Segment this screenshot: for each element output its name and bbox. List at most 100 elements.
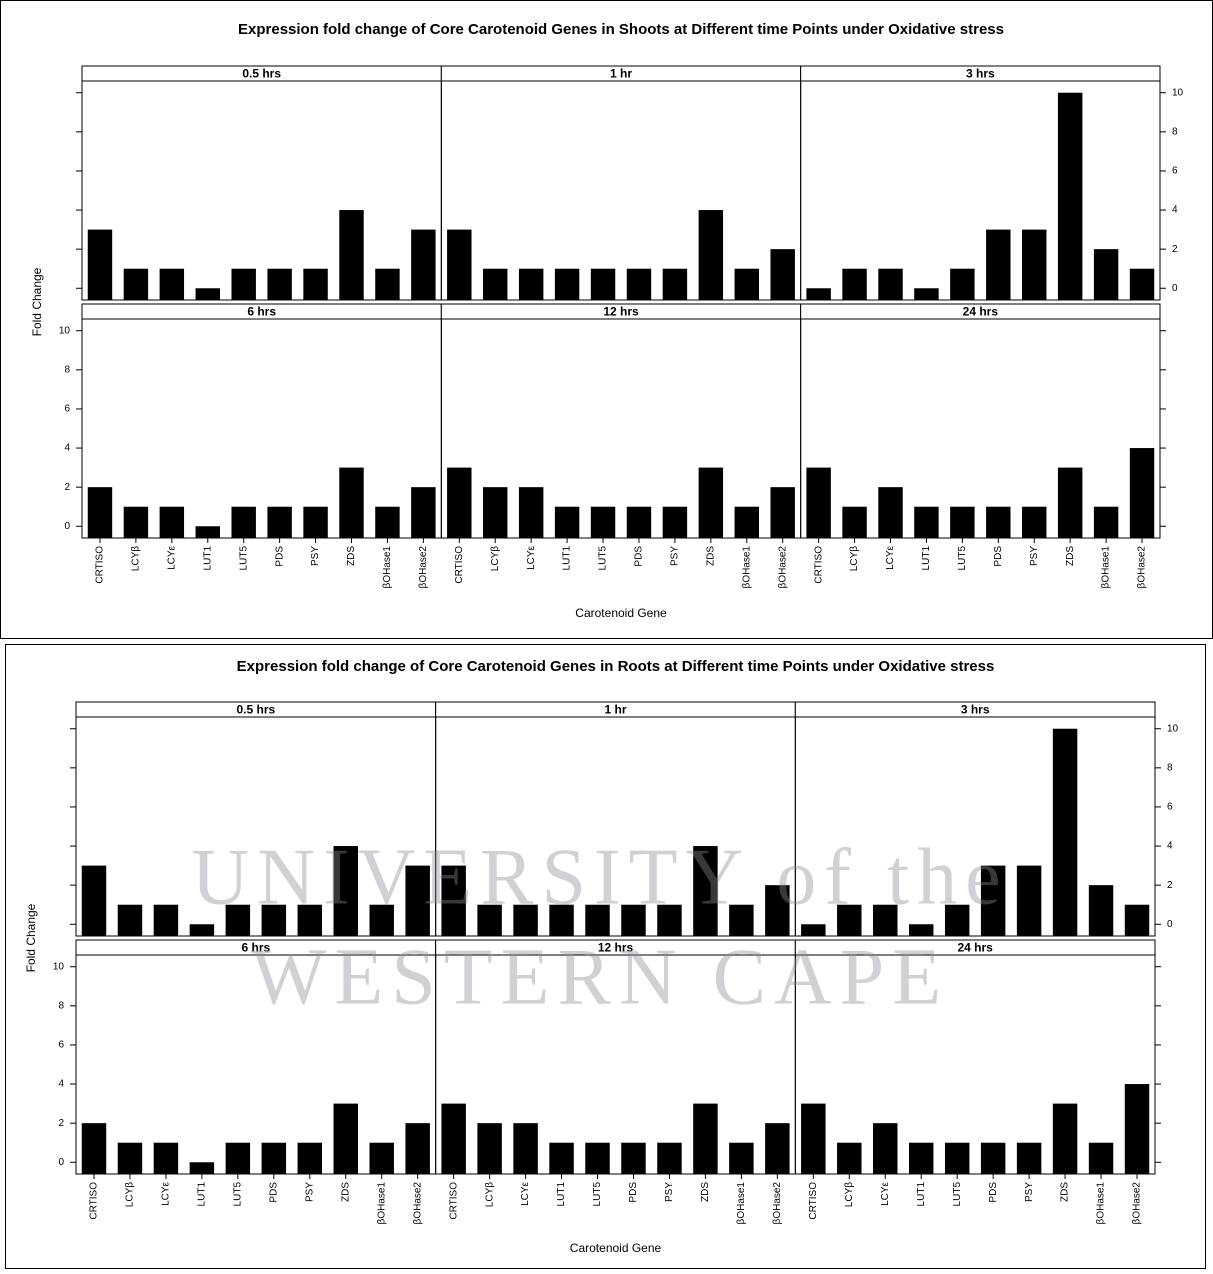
x-tick-label: LUT1: [556, 1182, 567, 1207]
y-axis-label: Fold Change: [30, 267, 44, 336]
y-tick-label: 4: [1167, 841, 1173, 852]
x-tick-label: PSY: [664, 1182, 675, 1202]
x-tick-label: LUT1: [562, 546, 573, 571]
bar: [914, 507, 938, 538]
bar: [878, 487, 902, 538]
y-tick-label: 4: [64, 443, 70, 454]
x-tick-label: LUT5: [232, 1182, 243, 1207]
x-tick-label: PDS: [268, 1182, 279, 1203]
bar: [549, 1143, 573, 1174]
x-tick-label: βOHase1: [1096, 1182, 1107, 1225]
x-tick-label: PSY: [310, 546, 321, 566]
x-tick-label: ZDS: [700, 1182, 711, 1202]
bar: [160, 507, 184, 538]
x-tick-label: CRTISO: [454, 546, 465, 584]
bar: [441, 1104, 465, 1174]
x-tick-label: LCYβ: [125, 1182, 136, 1207]
watermark: UNIVERSITY of the: [191, 833, 1008, 921]
bar: [190, 1162, 214, 1174]
x-tick-label: LCYε: [885, 545, 896, 569]
bar: [1022, 230, 1046, 300]
bar: [950, 507, 974, 538]
x-tick-label: LUT1: [916, 1182, 927, 1207]
y-tick-label: 2: [1172, 244, 1178, 255]
bar: [1058, 468, 1082, 538]
y-tick-label: 10: [1167, 723, 1179, 734]
bar: [1130, 269, 1154, 300]
bar: [519, 269, 543, 300]
y-tick-label: 10: [53, 961, 65, 972]
x-tick-label: LUT5: [598, 546, 609, 571]
bar: [267, 507, 291, 538]
x-tick-label: βOHase1: [741, 546, 752, 589]
x-tick-label: CRTISO: [89, 1182, 100, 1220]
x-tick-label: PDS: [628, 1182, 639, 1203]
x-tick-label: LUT1: [202, 546, 213, 571]
bar: [154, 905, 178, 936]
bar: [914, 288, 938, 300]
bar: [1022, 507, 1046, 538]
bar: [483, 487, 507, 538]
strip-label: 3 hrs: [961, 703, 990, 717]
y-tick-label: 0: [1172, 283, 1178, 294]
x-tick-label: CRTISO: [813, 546, 824, 584]
x-tick-label: βOHase2: [1132, 1182, 1143, 1225]
x-tick-label: LUT5: [957, 546, 968, 571]
x-tick-label: PDS: [988, 1182, 999, 1203]
bar: [801, 1104, 825, 1174]
x-tick-label: PDS: [993, 546, 1004, 567]
y-tick-label: 10: [1172, 87, 1184, 98]
bar: [118, 905, 142, 936]
bar: [735, 269, 759, 300]
chart-title: Expression fold change of Core Carotenoi…: [237, 658, 995, 675]
bar: [405, 1123, 429, 1174]
bar: [124, 269, 148, 300]
bar: [555, 507, 579, 538]
strip-label: 0.5 hrs: [242, 67, 281, 81]
y-tick-label: 2: [58, 1118, 64, 1129]
bar: [298, 1143, 322, 1174]
bar: [909, 1143, 933, 1174]
bar: [765, 1123, 789, 1174]
bar: [663, 269, 687, 300]
strip-label: 1 hr: [604, 703, 626, 717]
y-tick-label: 8: [1172, 126, 1178, 137]
x-tick-label: βOHase2: [418, 546, 429, 589]
bar: [770, 487, 794, 538]
bar: [842, 507, 866, 538]
y-tick-label: 0: [1167, 919, 1173, 930]
x-tick-label: LCYε: [526, 545, 537, 569]
bar: [82, 1123, 106, 1174]
bar: [339, 210, 363, 300]
bar: [585, 1143, 609, 1174]
bar: [729, 1143, 753, 1174]
bar: [88, 230, 112, 300]
x-tick-label: PSY: [1024, 1182, 1035, 1202]
bar: [267, 269, 291, 300]
bar: [226, 1143, 250, 1174]
bar: [1017, 866, 1041, 936]
x-tick-label: LCYε: [166, 545, 177, 569]
bar: [663, 507, 687, 538]
y-tick-label: 8: [58, 1000, 64, 1011]
bar: [1053, 729, 1077, 936]
x-tick-label: PSY: [670, 546, 681, 566]
panel: [801, 319, 1160, 538]
x-tick-label: LUT5: [238, 546, 249, 571]
strip-label: 24 hrs: [963, 305, 999, 319]
y-tick-label: 8: [1167, 762, 1173, 773]
figure: Expression fold change of Core Carotenoi…: [0, 0, 1213, 1269]
x-tick-label: LUT5: [952, 1182, 963, 1207]
x-tick-label: βOHase2: [1137, 546, 1148, 589]
bar: [1130, 448, 1154, 538]
y-tick-label: 6: [1172, 166, 1178, 177]
bar: [1125, 905, 1149, 936]
bar: [770, 249, 794, 300]
x-tick-label: βOHase1: [1101, 546, 1112, 589]
bar: [411, 230, 435, 300]
strip-label: 12 hrs: [603, 305, 639, 319]
bar: [699, 468, 723, 538]
bar: [837, 1143, 861, 1174]
x-tick-label: LCYβ: [849, 546, 860, 571]
x-tick-label: LCYβ: [844, 1182, 855, 1207]
